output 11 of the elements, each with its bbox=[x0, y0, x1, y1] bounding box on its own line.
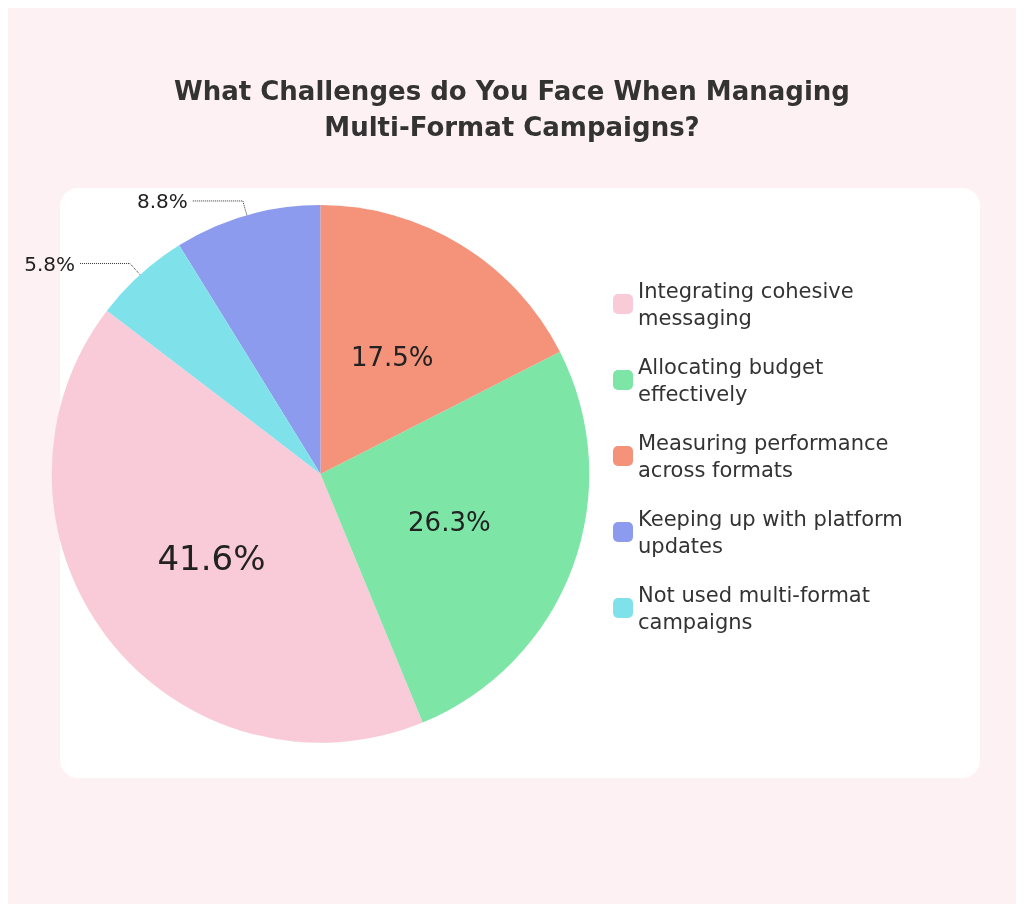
legend-label: Integrating cohesive messaging bbox=[638, 278, 854, 330]
legend-label: Not used multi-format campaigns bbox=[638, 582, 870, 634]
legend-label: Allocating budget effectively bbox=[638, 354, 824, 406]
data-label: 26.3% bbox=[408, 506, 491, 537]
data-label: 8.8% bbox=[137, 188, 188, 213]
data-label: 17.5% bbox=[350, 341, 434, 372]
chart-title: What Challenges do You Face When Managing Multi-Format Campaigns? bbox=[174, 76, 850, 142]
data-label: 5.8% bbox=[24, 251, 75, 276]
legend-label: Measuring performance across formats bbox=[638, 430, 889, 482]
legend-label: Keeping up with platform updates bbox=[638, 506, 903, 558]
data-label: 41.6% bbox=[157, 537, 266, 578]
